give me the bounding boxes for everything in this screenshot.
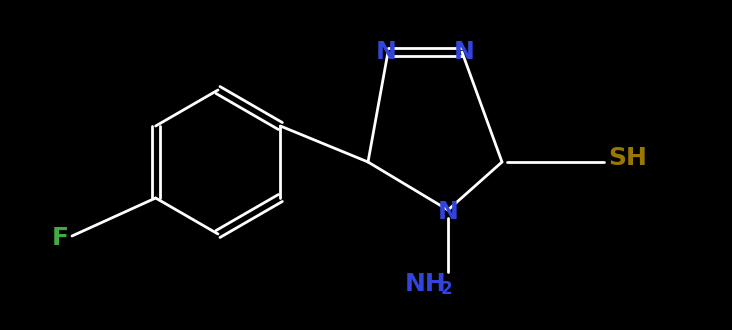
Text: N: N xyxy=(454,40,474,64)
Text: NH: NH xyxy=(405,272,447,296)
Text: N: N xyxy=(438,200,458,224)
Text: F: F xyxy=(51,226,69,250)
Text: 2: 2 xyxy=(440,280,452,298)
Text: N: N xyxy=(376,40,397,64)
Text: SH: SH xyxy=(608,146,647,170)
